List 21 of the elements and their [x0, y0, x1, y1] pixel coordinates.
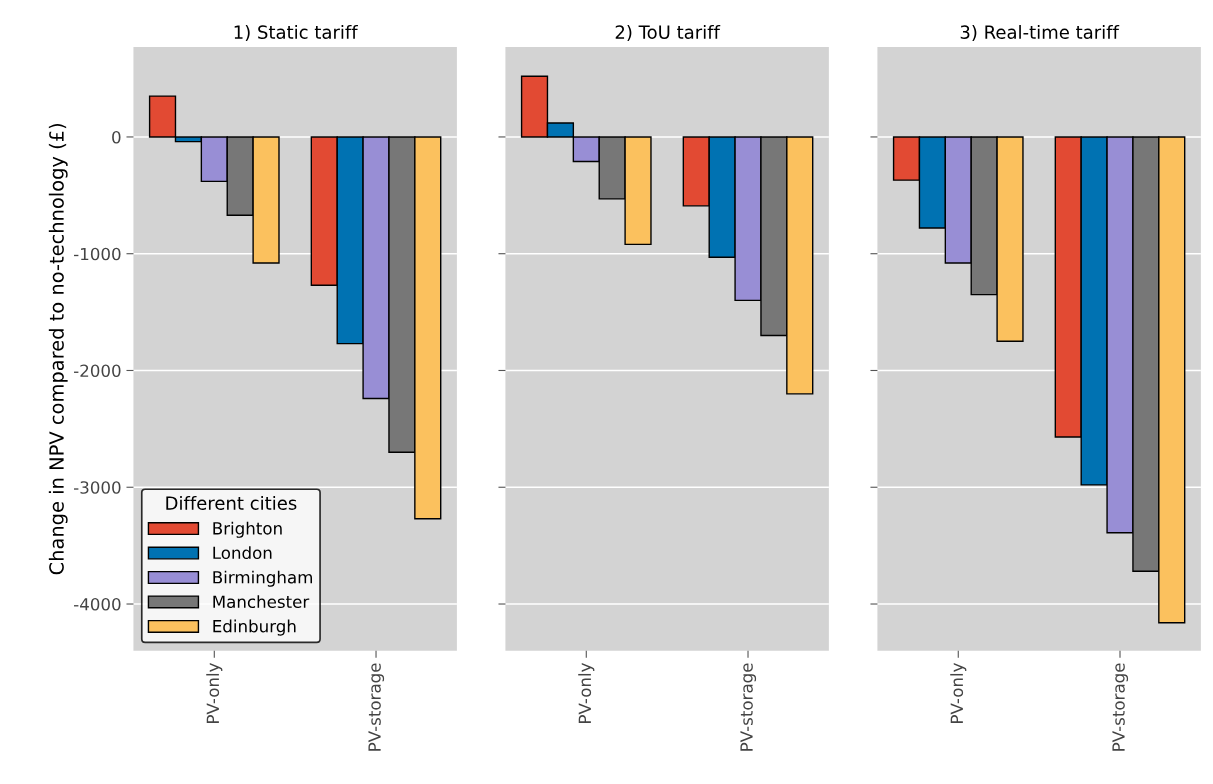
chart-title: 2) ToU tariff: [615, 24, 721, 42]
x-tick-label: PV-storage: [740, 663, 757, 751]
legend-label: London: [213, 546, 272, 560]
x-tick-label: PV-storage: [368, 663, 385, 751]
x-tick-label: PV-only: [950, 663, 967, 723]
y-tick-label: -4000: [74, 597, 121, 611]
legend-label: Brighton: [213, 521, 282, 538]
x-tick-label: PV-only: [578, 663, 595, 723]
x-tick-label: PV-storage: [1112, 663, 1129, 751]
x-tick-label: PV-only: [206, 663, 223, 723]
legend-label: Manchester: [213, 595, 310, 609]
chart-title: 1) Static tariff: [234, 24, 358, 42]
chart-title: 3) Real-time tariff: [960, 24, 1120, 42]
legend-label: Birmingham: [213, 570, 312, 587]
legend-label: Edinburgh: [213, 619, 296, 636]
y-tick-label: -1000: [74, 247, 121, 261]
y-tick-label: 0: [112, 130, 121, 144]
y-tick-label: -2000: [74, 364, 121, 378]
y-tick-label: -3000: [74, 481, 121, 494]
legend-title: Different cities: [166, 495, 297, 510]
y-axis-title: Change in NPV compared to no-technology (£): [48, 124, 68, 575]
